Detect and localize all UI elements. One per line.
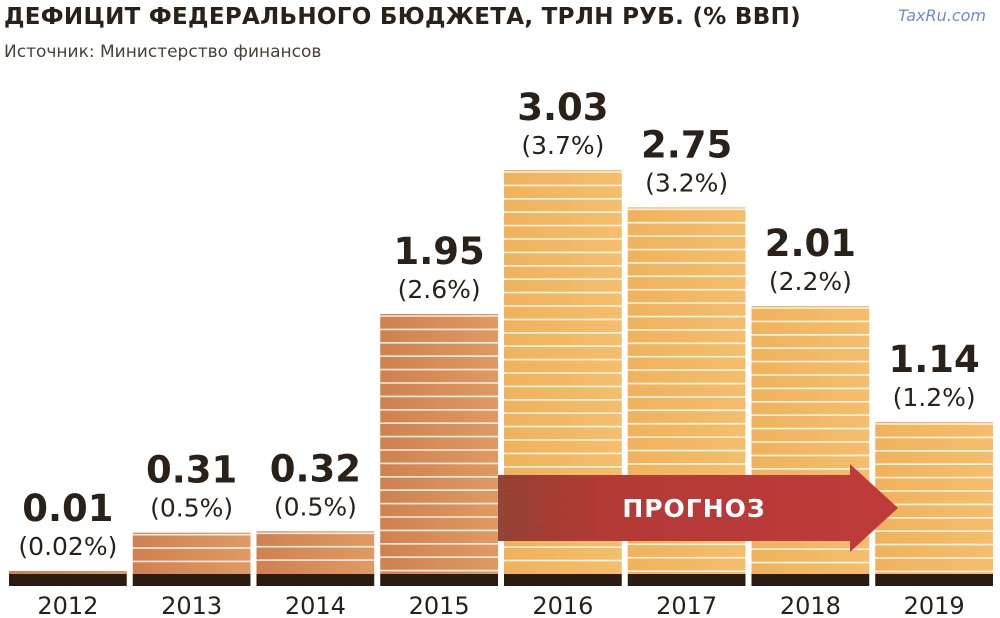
bar-fill (256, 531, 375, 574)
bar-2015 (380, 314, 498, 586)
gdp-label-2018: (2.2%) (769, 267, 852, 296)
bar-fill (9, 571, 127, 574)
forecast-label: ПРОГНОЗ (622, 494, 765, 523)
bar-base (380, 574, 498, 586)
gdp-label-2014: (0.5%) (274, 492, 357, 521)
bar-base (132, 574, 251, 586)
x-tick-2016: 2016 (532, 592, 593, 618)
gdp-label-2019: (1.2%) (893, 383, 976, 412)
gdp-label-2013: (0.5%) (150, 494, 233, 523)
x-tick-2019: 2019 (904, 592, 965, 618)
bar-2013 (132, 532, 251, 586)
value-label-2016: 3.03 (517, 86, 608, 129)
x-tick-2018: 2018 (780, 592, 841, 618)
bar-2019 (875, 422, 993, 586)
forecast-arrow: ПРОГНОЗ (498, 464, 898, 552)
chart-title: ДЕФИЦИТ ФЕДЕРАЛЬНОГО БЮДЖЕТА, ТРЛН РУБ. … (4, 4, 801, 30)
value-label-2014: 0.32 (270, 447, 361, 490)
bar-2012 (9, 571, 127, 586)
x-tick-2017: 2017 (656, 592, 717, 618)
value-label-2012: 0.01 (22, 487, 113, 530)
bar-fill (380, 314, 498, 574)
forecast-arrow-shape (498, 464, 898, 552)
x-tick-2014: 2014 (285, 592, 346, 618)
bar-base (627, 574, 746, 586)
value-label-2019: 1.14 (888, 338, 979, 381)
value-label-2018: 2.01 (765, 222, 856, 265)
gdp-label-2016: (3.7%) (521, 131, 604, 160)
bar-base (875, 574, 993, 586)
bars-layer (9, 170, 993, 586)
value-label-2013: 0.31 (146, 449, 237, 492)
labels-layer: (0.02%)0.012012(0.5%)0.312013(0.5%)0.322… (18, 86, 979, 618)
gdp-label-2012: (0.02%) (18, 532, 117, 561)
x-tick-2015: 2015 (409, 592, 470, 618)
watermark: TaxRu.com (898, 6, 986, 25)
x-tick-2013: 2013 (161, 592, 222, 618)
bar-base (751, 574, 870, 586)
bar-2014 (256, 531, 375, 586)
gdp-label-2015: (2.6%) (398, 275, 481, 304)
bar-base (256, 574, 375, 586)
chart-source: Источник: Министерство финансов (4, 42, 322, 62)
gdp-label-2017: (3.2%) (645, 168, 728, 197)
value-label-2017: 2.75 (641, 123, 732, 166)
x-tick-2012: 2012 (37, 592, 98, 618)
bar-base (504, 574, 622, 586)
value-label-2015: 1.95 (393, 230, 484, 273)
bar-fill (132, 532, 251, 574)
bar-base (9, 574, 127, 586)
bar-fill (875, 422, 993, 574)
